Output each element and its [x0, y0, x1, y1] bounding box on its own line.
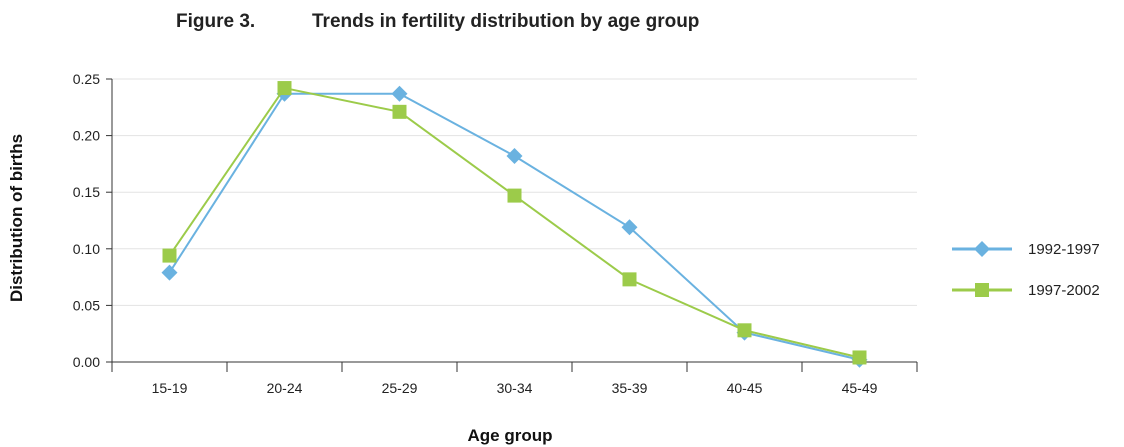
legend-label: 1997-2002: [1028, 282, 1100, 299]
y-tick-label: 0.15: [73, 184, 100, 200]
x-tick-label: 40-45: [727, 380, 763, 396]
series-1997-2002: [162, 81, 867, 365]
x-tick-label: 20-24: [267, 380, 303, 396]
x-tick-label: 25-29: [382, 380, 418, 396]
y-tick-label: 0.10: [73, 241, 100, 257]
series-line: [168, 86, 860, 359]
y-tick-label: 0.05: [73, 297, 100, 313]
figure-label: Figure 3.: [176, 11, 256, 32]
series-1992-1997: [161, 85, 868, 368]
legend-item: 1992-1997: [952, 241, 1100, 258]
data-point: [391, 85, 408, 102]
y-tick-label: 0.00: [73, 354, 100, 370]
x-tick-label: 30-34: [497, 380, 533, 396]
x-tick-label: 35-39: [612, 380, 648, 396]
data-point: [162, 248, 177, 263]
legend-marker: [974, 241, 990, 257]
data-point: [506, 147, 523, 164]
data-point: [277, 81, 292, 96]
x-tick-label: 45-49: [842, 380, 878, 396]
y-axis-title: Distribution of births: [7, 134, 26, 302]
legend-item: 1997-2002: [952, 282, 1100, 299]
series-group: [161, 81, 868, 368]
data-point: [737, 323, 752, 338]
x-axis-title: Age group: [468, 426, 553, 445]
figure-title: Figure 3. Trends in fertility distributi…: [0, 11, 1124, 41]
x-tick-labels: 15-19 20-24 25-29 30-34 35-39 40-45 45-49: [152, 380, 878, 396]
data-point: [161, 264, 178, 281]
y-tick-label: 0.20: [73, 128, 100, 144]
legend-label: 1992-1997: [1028, 241, 1100, 258]
data-point: [621, 219, 638, 236]
y-tick-label: 0.25: [73, 71, 100, 87]
x-tick-label: 15-19: [152, 380, 188, 396]
legend-marker: [975, 283, 989, 297]
axes: [106, 78, 918, 372]
data-point: [622, 272, 637, 287]
data-point: [852, 350, 867, 365]
data-point: [507, 188, 522, 203]
data-point: [392, 104, 407, 119]
legend: 1992-1997 1997-2002: [952, 241, 1100, 299]
y-tick-labels: 0.00 0.05 0.10 0.15 0.20 0.25: [73, 71, 100, 370]
figure-title-text: Trends in fertility distribution by age …: [312, 11, 700, 32]
series-line: [168, 92, 860, 361]
